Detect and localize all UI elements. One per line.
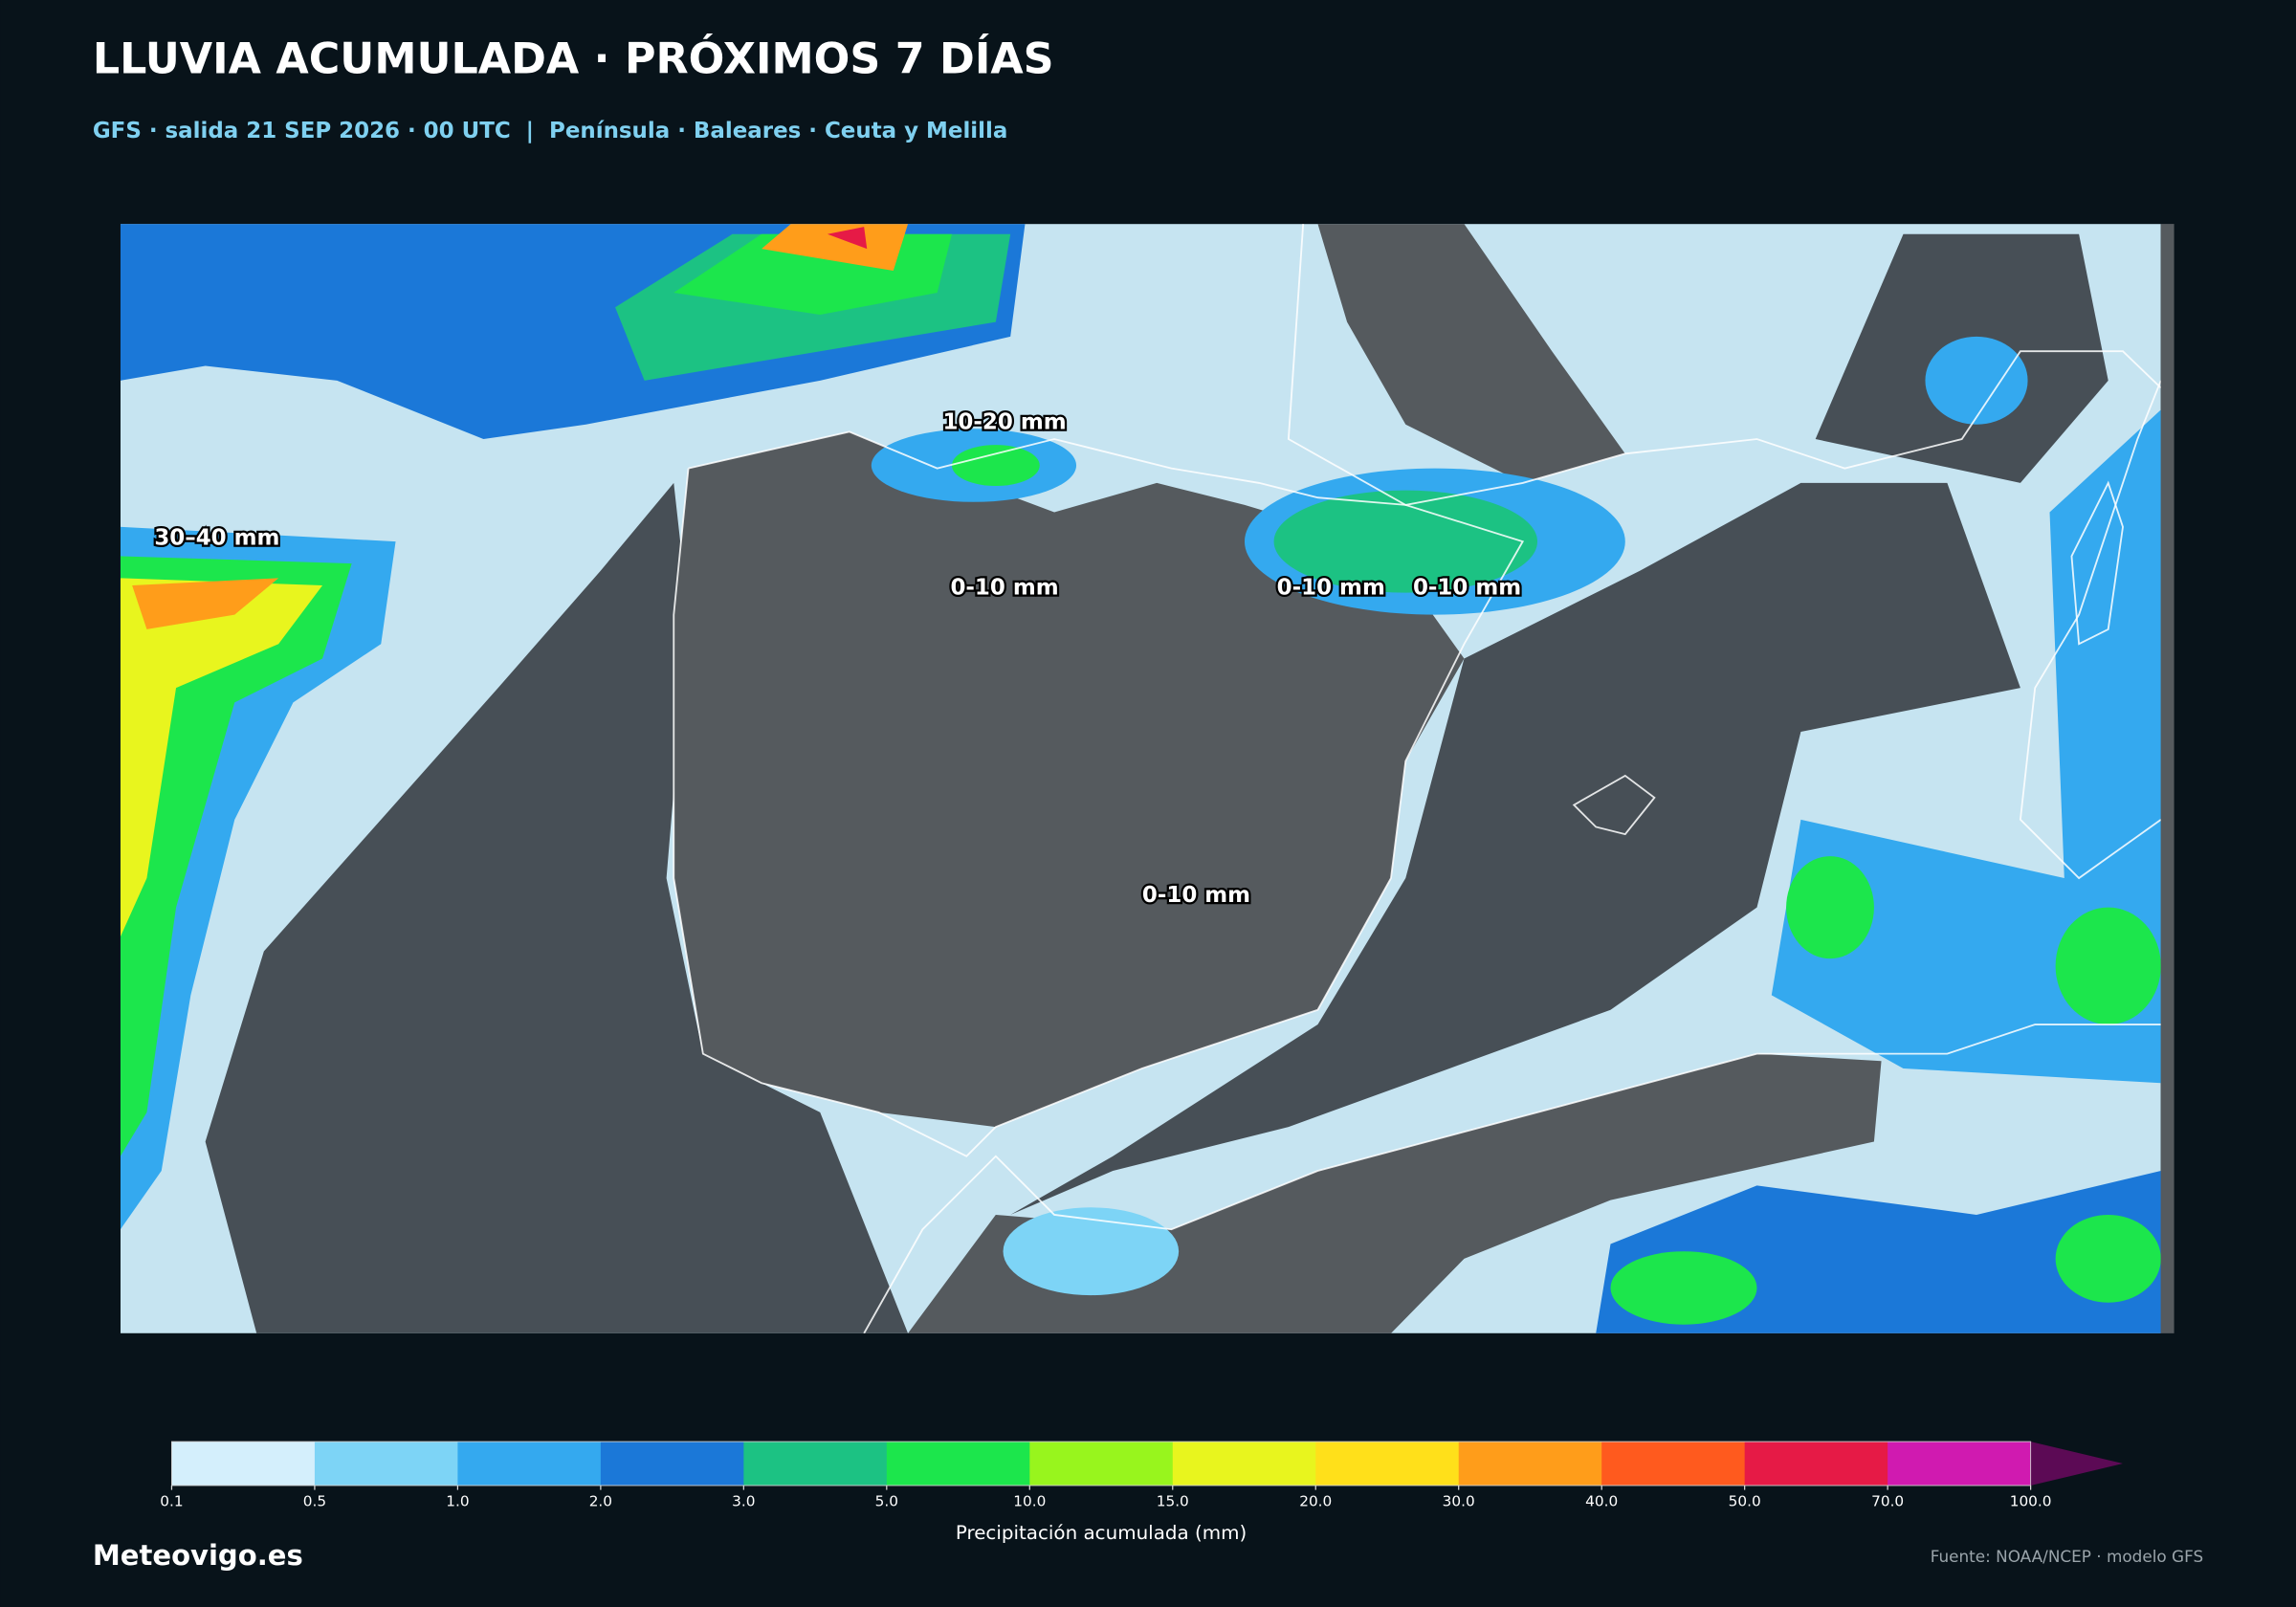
sea-med — [1010, 482, 2020, 1215]
colorbar-tick-label: 10.0 — [1013, 1492, 1046, 1509]
map — [120, 224, 2161, 1333]
coastline-africa — [863, 1024, 2161, 1333]
colorbar-tick-label: 50.0 — [1729, 1492, 1761, 1509]
precip-se-2 — [1610, 1251, 1757, 1325]
colorbar-tick-label: 1.0 — [446, 1492, 469, 1509]
colorbar-tick-label: 0.1 — [160, 1492, 183, 1509]
land-france — [1171, 224, 1625, 483]
colorbar-swatch — [600, 1442, 745, 1486]
source: Fuente: NOAA/NCEP · modelo GFS — [1931, 1547, 2203, 1566]
precip-pyrenees-2 — [1273, 490, 1537, 593]
precip-nw-4 — [762, 224, 909, 272]
colorbar-swatch — [1029, 1442, 1174, 1486]
colorbar-tick-label: 70.0 — [1871, 1492, 1904, 1509]
colorbar-tick-label: 5.0 — [875, 1492, 898, 1509]
colorbar-swatch — [1172, 1442, 1317, 1486]
colorbar-swatch — [1744, 1442, 1888, 1486]
island-mallorca — [1572, 774, 1656, 836]
colorbar-tick-label: 20.0 — [1299, 1492, 1332, 1509]
precip-east-2 — [1786, 856, 1874, 959]
precip-w-4 — [132, 578, 279, 629]
title: LLUVIA ACUMULADA · PRÓXIMOS 7 DÍAS — [93, 33, 1054, 83]
colorbar-tick-label: 40.0 — [1585, 1492, 1618, 1509]
colorbar-extend — [2030, 1442, 2124, 1486]
colorbar-tick-label: 30.0 — [1443, 1492, 1475, 1509]
precip-cantabria-2 — [951, 445, 1040, 486]
colorbar: 0.1 0.5 1.0 2.0 3.0 5.0 10.0 15.0 20.0 30.0 40.0 50… — [160, 1441, 2124, 1509]
precip-w-3 — [120, 578, 323, 937]
colorbar-label: Precipitación acumulada (mm) — [956, 1522, 1247, 1544]
map-edge — [2160, 224, 2175, 1333]
map-label: 30–40 mm — [154, 526, 279, 551]
colorbar-tick-label: 0.5 — [303, 1492, 326, 1509]
colorbar-swatch — [1888, 1442, 2032, 1486]
coastline-italy — [2019, 380, 2161, 880]
colorbar-tick-label: 15.0 — [1157, 1492, 1189, 1509]
precip-morocco — [1003, 1207, 1180, 1296]
colorbar-frame — [170, 1441, 2032, 1486]
precip-east-3 — [2055, 907, 2161, 1025]
colorbar-tick-label: 2.0 — [589, 1492, 612, 1509]
precip-nw-5 — [827, 227, 868, 250]
coastline — [673, 430, 1525, 1157]
island-corsica — [2070, 480, 2124, 646]
colorbar-swatch — [743, 1442, 888, 1486]
colorbar-swatch — [1458, 1442, 1602, 1486]
colorbar-swatch — [1601, 1442, 1746, 1486]
map-label: 0-10 mm — [1277, 576, 1385, 601]
brand: Meteovigo.es — [93, 1539, 303, 1572]
subtitle: GFS · salida 21 SEP 2026 · 00 UTC | Pení… — [93, 119, 1008, 143]
colorbar-swatch — [457, 1442, 602, 1486]
map-label: 0-10 mm — [950, 576, 1058, 601]
land-iberia — [673, 431, 1465, 1128]
colorbar-swatch — [314, 1442, 459, 1486]
colorbar-swatch — [1315, 1442, 1460, 1486]
map-label: 10-20 mm — [942, 410, 1066, 435]
sea-dry — [205, 482, 909, 1333]
map-label: 0-10 mm — [1142, 883, 1250, 908]
precip-se-3 — [2055, 1214, 2161, 1303]
colorbar-tick-label: 100.0 — [2010, 1492, 2052, 1509]
colorbar-swatch — [886, 1442, 1031, 1486]
colorbar-tick-label: 3.0 — [732, 1492, 755, 1509]
colorbar-swatch — [171, 1442, 316, 1486]
coastline-france — [1287, 224, 2161, 506]
precip-w-2 — [120, 556, 352, 1156]
precip-alps — [1925, 336, 2028, 425]
map-label: 0-10 mm — [1413, 576, 1521, 601]
